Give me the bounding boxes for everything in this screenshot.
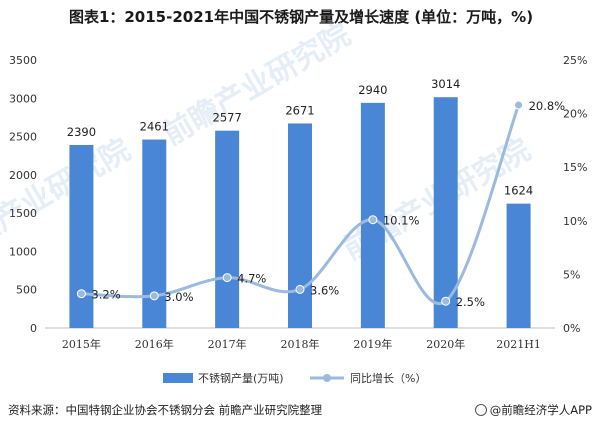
y-right-tick-label: 0% (563, 322, 580, 335)
brand-credit: @前瞻经济学人APP (474, 402, 592, 418)
brand-text: @前瞻经济学人APP (489, 403, 592, 417)
y-right-tick-label: 25% (563, 54, 587, 67)
growth-point (441, 296, 451, 306)
bar (506, 203, 531, 328)
growth-point (295, 284, 305, 294)
bar-value-label: 2940 (358, 83, 387, 97)
legend-bar-swatch (163, 373, 193, 383)
chart-title: 图表1：2015-2021年中国不锈钢产量及增长速度 (单位：万吨，%) (68, 8, 534, 26)
x-tick-label: 2021H1 (496, 338, 541, 351)
y-left-tick-label: 3500 (9, 54, 37, 67)
y-right-tick-label: 20% (563, 108, 587, 121)
brand-logo-icon (474, 404, 487, 416)
x-tick-label: 2016年 (135, 337, 174, 351)
growth-point (514, 100, 524, 110)
growth-point (368, 215, 378, 225)
bar-value-label: 2671 (285, 103, 314, 117)
legend-bar-label: 不锈钢产量(万吨) (198, 371, 284, 385)
bar-value-label: 2577 (213, 111, 242, 125)
y-left-tick-label: 2500 (9, 131, 37, 144)
bar-value-label: 3014 (431, 77, 460, 91)
x-tick-label: 2018年 (281, 337, 320, 351)
growth-point (222, 273, 232, 283)
data-labels: 2390 2461 2577 2671 2940 3014 1624 3.2% 3.0% 4.7%… (67, 77, 565, 309)
growth-value-label: 3.6% (310, 283, 339, 297)
growth-point (76, 289, 86, 299)
bar (288, 123, 312, 328)
bar-value-label: 2390 (67, 125, 96, 139)
x-tick-label: 2020年 (426, 337, 465, 351)
growth-value-label: 20.8% (529, 99, 566, 113)
y-right-tick-label: 15% (563, 161, 587, 174)
growth-line (81, 104, 520, 306)
growth-value-label: 2.5% (456, 295, 485, 309)
y-left-tick-label: 1500 (9, 207, 37, 220)
growth-value-label: 10.1% (383, 214, 420, 228)
bar (215, 130, 240, 328)
y-left-tick-label: 0 (30, 322, 37, 335)
bar (69, 144, 94, 328)
y-left-tick-label: 500 (16, 284, 37, 297)
legend: 不锈钢产量(万吨) 同比增长（%） (163, 371, 426, 385)
legend-line-marker (323, 374, 331, 382)
y-left-tick-label: 2000 (9, 169, 37, 182)
legend-line-label: 同比增长（%） (350, 371, 426, 385)
growth-value-label: 3.0% (164, 290, 193, 304)
y-left-tick-label: 1000 (9, 245, 37, 258)
growth-point (149, 291, 159, 301)
source-note: 资料来源：中国特钢企业协会不锈钢分会 前瞻产业研究院整理 (8, 403, 323, 417)
bar-value-label: 1624 (504, 184, 533, 198)
x-tick-label: 2019年 (353, 337, 392, 351)
growth-value-label: 3.2% (91, 288, 120, 302)
line-series (76, 100, 524, 306)
growth-value-label: 4.7% (237, 272, 266, 286)
x-tick-label: 2017年 (208, 337, 247, 351)
y-right-tick-label: 5% (563, 268, 580, 281)
x-tick-label: 2015年 (62, 337, 101, 351)
y-right-tick-label: 10% (563, 215, 587, 228)
bar-value-label: 2461 (140, 120, 169, 134)
y-left-tick-label: 3000 (9, 92, 37, 105)
axes: 0 500 1000 1500 2000 2500 3000 3500 0% 5% 10% 15% 20… (9, 54, 587, 351)
